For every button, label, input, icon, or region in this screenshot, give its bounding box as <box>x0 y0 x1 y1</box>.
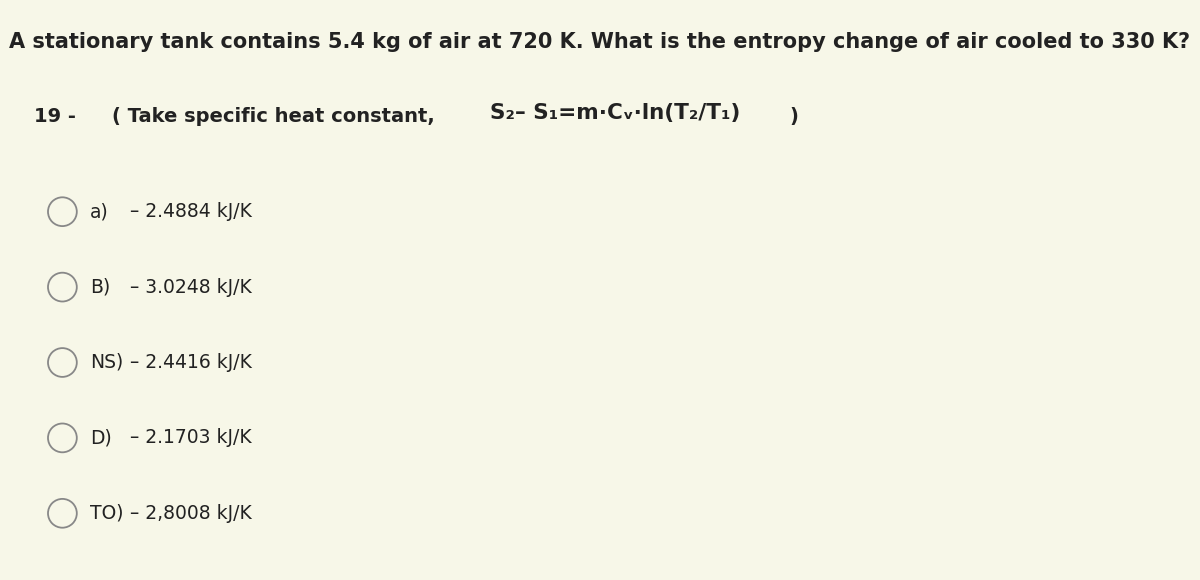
Text: TO): TO) <box>90 504 124 523</box>
Text: a): a) <box>90 202 109 221</box>
Text: NS): NS) <box>90 353 124 372</box>
Text: – 2.1703 kJ/K: – 2.1703 kJ/K <box>130 429 251 447</box>
Text: A stationary tank contains 5.4 kg of air at 720 K. What is the entropy change of: A stationary tank contains 5.4 kg of air… <box>10 32 1190 52</box>
Text: 19 -: 19 - <box>34 107 76 126</box>
Text: D): D) <box>90 429 112 447</box>
Text: B): B) <box>90 278 110 296</box>
Text: – 2,8008 kJ/K: – 2,8008 kJ/K <box>130 504 251 523</box>
Text: – 3.0248 kJ/K: – 3.0248 kJ/K <box>130 278 251 296</box>
Text: S₂– S₁=m·Cᵥ·ln(T₂/T₁): S₂– S₁=m·Cᵥ·ln(T₂/T₁) <box>490 103 740 122</box>
Text: – 2.4416 kJ/K: – 2.4416 kJ/K <box>130 353 252 372</box>
Text: ): ) <box>790 107 798 126</box>
Text: – 2.4884 kJ/K: – 2.4884 kJ/K <box>130 202 252 221</box>
Text: ( Take specific heat constant,: ( Take specific heat constant, <box>112 107 434 126</box>
